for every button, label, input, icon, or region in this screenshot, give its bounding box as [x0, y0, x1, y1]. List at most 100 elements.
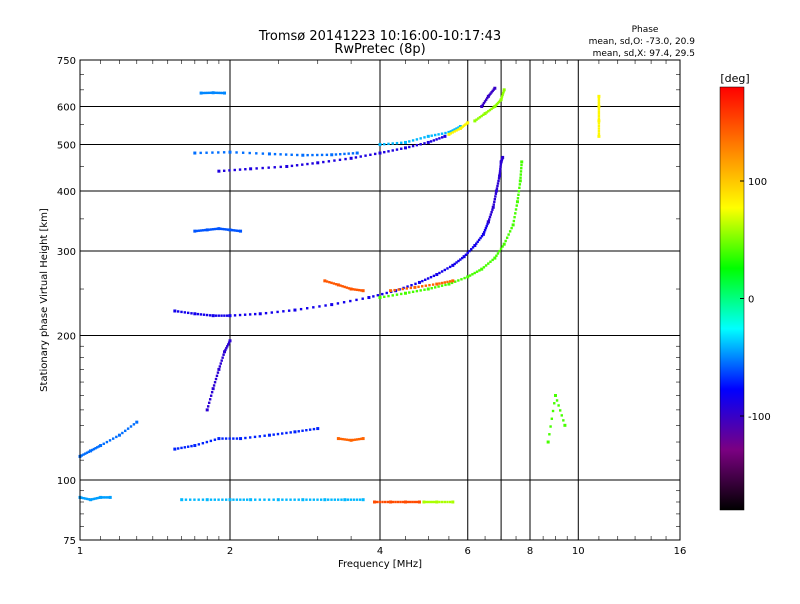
data-point: [117, 433, 121, 437]
data-point: [221, 356, 224, 359]
data-point: [217, 151, 220, 154]
data-point: [499, 247, 503, 251]
data-point: [183, 311, 187, 314]
data-point: [228, 150, 232, 154]
data-point: [343, 152, 346, 156]
data-point: [597, 105, 601, 109]
data-point: [444, 283, 447, 287]
data-point: [490, 91, 493, 94]
data-point: [427, 500, 430, 504]
data-point: [468, 274, 472, 277]
data-point: [336, 302, 340, 305]
data-point: [494, 192, 498, 195]
data-point: [487, 262, 490, 265]
data-point: [238, 168, 242, 171]
data-point: [440, 284, 444, 287]
colorbar-tick-label: -100: [748, 412, 771, 423]
data-point: [491, 208, 494, 211]
data-point: [219, 362, 222, 365]
data-point: [220, 314, 223, 317]
data-point: [491, 205, 495, 209]
data-point: [479, 236, 482, 240]
data-point: [473, 271, 476, 275]
data-point: [276, 498, 280, 502]
data-point: [508, 230, 512, 233]
data-point: [597, 100, 601, 103]
data-point: [466, 251, 469, 255]
data-point: [248, 436, 252, 439]
data-point: [422, 500, 426, 504]
data-point: [334, 153, 338, 156]
data-point: [466, 121, 470, 125]
data-point: [426, 277, 430, 280]
data-point: [281, 498, 284, 501]
data-point: [203, 228, 207, 232]
data-point: [101, 496, 104, 499]
data-point: [597, 96, 601, 100]
data-point: [186, 445, 190, 448]
data-point: [215, 374, 219, 378]
data-point: [393, 288, 396, 292]
data-point: [488, 215, 492, 219]
data-point: [440, 270, 444, 273]
data-point: [486, 94, 490, 98]
data-point: [209, 439, 213, 443]
data-point: [490, 210, 493, 214]
data-point: [99, 444, 103, 448]
data-point: [193, 498, 196, 501]
data-point: [477, 117, 480, 120]
data-point: [325, 280, 329, 283]
data-point: [346, 498, 350, 501]
data-point: [339, 437, 342, 441]
phase-stats-o: mean, sd,O: -73.0, 20.9: [589, 37, 696, 47]
data-point: [232, 437, 235, 440]
data-point: [318, 305, 321, 308]
data-point: [347, 152, 350, 155]
data-point: [279, 165, 282, 169]
data-point: [255, 167, 258, 170]
data-point: [361, 437, 365, 441]
data-point: [443, 281, 446, 284]
data-point: [267, 498, 271, 501]
data-point: [209, 394, 213, 397]
data-point: [207, 91, 211, 95]
data-point: [267, 166, 270, 169]
data-point: [201, 91, 205, 95]
data-point: [499, 165, 502, 168]
data-point: [173, 447, 177, 451]
data-point: [306, 162, 309, 166]
data-point: [96, 496, 99, 500]
data-point: [224, 348, 227, 352]
data-point: [316, 161, 320, 165]
data-point: [489, 213, 493, 216]
data-point: [108, 439, 112, 442]
data-point: [359, 155, 362, 158]
data-point: [384, 500, 387, 504]
data-point: [446, 500, 449, 504]
data-point: [211, 387, 215, 391]
data-point: [483, 100, 487, 103]
data-point: [312, 427, 316, 431]
data-point: [364, 154, 367, 157]
data-point: [196, 312, 200, 316]
data-point: [518, 183, 522, 186]
data-point: [254, 312, 257, 316]
data-point: [97, 496, 101, 499]
data-point: [401, 500, 405, 504]
data-point: [316, 427, 320, 431]
data-point: [437, 133, 440, 136]
data-point: [206, 405, 210, 408]
data-point: [324, 304, 327, 307]
data-point: [597, 94, 601, 98]
data-point: [233, 314, 237, 317]
y-tick-label: 600: [57, 103, 76, 114]
data-point: [289, 431, 292, 434]
data-point: [199, 151, 202, 155]
y-tick-label: 100: [57, 476, 76, 487]
data-point: [241, 151, 245, 154]
data-point: [520, 163, 523, 167]
data-point: [282, 310, 285, 313]
data-point: [597, 110, 601, 113]
data-point: [244, 168, 247, 171]
data-point: [84, 497, 87, 500]
